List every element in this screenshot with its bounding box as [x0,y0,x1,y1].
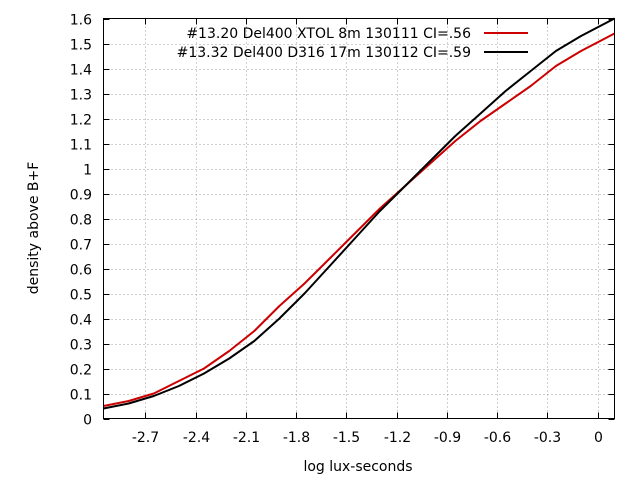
y-tick-label: 1.6 [70,13,92,29]
y-axis-label: density above B+F [26,162,42,295]
series-line-2 [103,17,615,410]
y-tick-label: 1.2 [70,113,92,129]
y-tick-label: 0.5 [70,288,92,304]
y-tick-label: 1.3 [70,88,92,104]
legend-label-2: #13.32 Del400 D316 17m 130112 CI=.59 [177,45,471,61]
x-tick-label: -0.6 [484,430,511,446]
x-tick-label: 0 [594,430,603,446]
y-tick-label: 1.4 [70,63,92,79]
y-tick-label: 0.4 [70,313,92,329]
data-series [103,17,615,410]
y-tick-label: 0 [83,413,92,429]
series-line-1 [103,32,615,407]
y-tick-label: 0.1 [70,388,92,404]
plot-frame [103,18,615,419]
y-tick-label: 0.2 [70,363,92,379]
x-tick-label: -2.7 [132,430,159,446]
y-tick-label: 0.3 [70,338,92,354]
x-tick-label: -0.9 [434,430,461,446]
x-tick-label: -1.5 [333,430,360,446]
legend-label-1: #13.20 Del400 XTOL 8m 130111 CI=.56 [186,26,471,42]
x-tick-label: -1.2 [384,430,411,446]
y-tick-label: 1 [83,163,92,179]
y-tick-label: 1.1 [70,138,92,154]
y-tick-label: 0.9 [70,188,92,204]
x-tick-label: -2.1 [233,430,260,446]
x-tick-label: -2.4 [183,430,210,446]
legend: #13.20 Del400 XTOL 8m 130111 CI=.56 #13.3… [177,26,528,61]
x-tick-label: -1.8 [283,430,310,446]
x-tick-labels: -2.7 -2.4 -2.1 -1.8 -1.5 -1.2 -0.9 -0.6 -0.3 0 [132,430,603,446]
x-axis-label: log lux-seconds [303,459,412,475]
y-tick-label: 0.7 [70,238,92,254]
grid-lines [103,18,615,419]
x-tick-label: -0.3 [534,430,561,446]
y-tick-labels: 0 0.1 0.2 0.3 0.4 0.5 0.6 0.7 0.8 0.9 1 1.1 1.2 1.3 1.… [70,13,92,429]
axis-ticks [103,18,615,420]
y-tick-label: 1.5 [70,38,92,54]
y-tick-label: 0.6 [70,263,92,279]
y-tick-label: 0.8 [70,213,92,229]
